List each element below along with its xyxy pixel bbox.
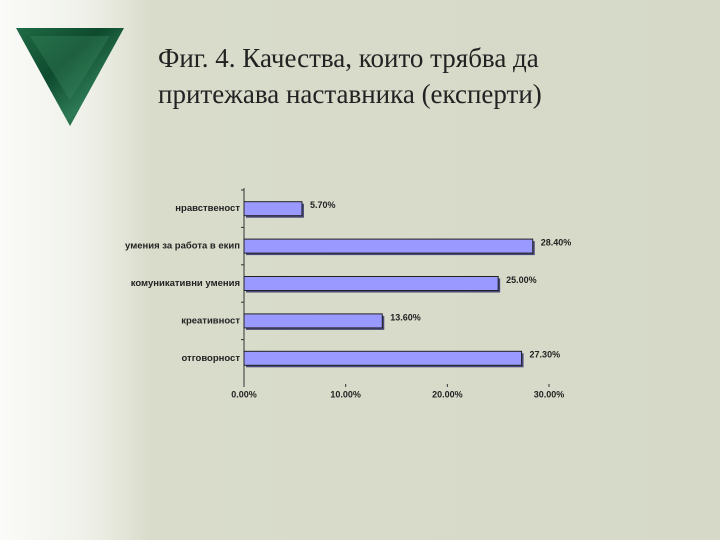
y-tick-label: креативност <box>181 315 240 326</box>
y-tick-label: отговорност <box>181 353 240 364</box>
bar <box>243 313 383 329</box>
x-tick-label: 10.00% <box>330 389 361 399</box>
value-label: 5.70% <box>310 200 336 210</box>
slide-title: Фиг. 4. Качества, които трябва да притеж… <box>158 43 542 109</box>
x-tick-label: 20.00% <box>432 389 463 399</box>
bar <box>243 201 303 217</box>
x-tick-label: 30.00% <box>534 389 565 399</box>
y-tick-label: умения за работа в екип <box>125 241 240 252</box>
x-tick-label: 0.00% <box>231 389 257 399</box>
bar <box>243 238 534 254</box>
bar <box>243 276 499 291</box>
value-label: 25.00% <box>506 275 537 285</box>
value-label: 13.60% <box>390 312 421 322</box>
logo-highlight <box>30 36 110 100</box>
value-label: 27.30% <box>530 350 561 360</box>
bar <box>243 350 523 366</box>
logo-triangle <box>16 28 124 126</box>
y-tick-label: комуникативни умения <box>131 278 240 289</box>
y-tick-label: нравственост <box>175 203 240 214</box>
value-label: 28.40% <box>541 237 572 247</box>
